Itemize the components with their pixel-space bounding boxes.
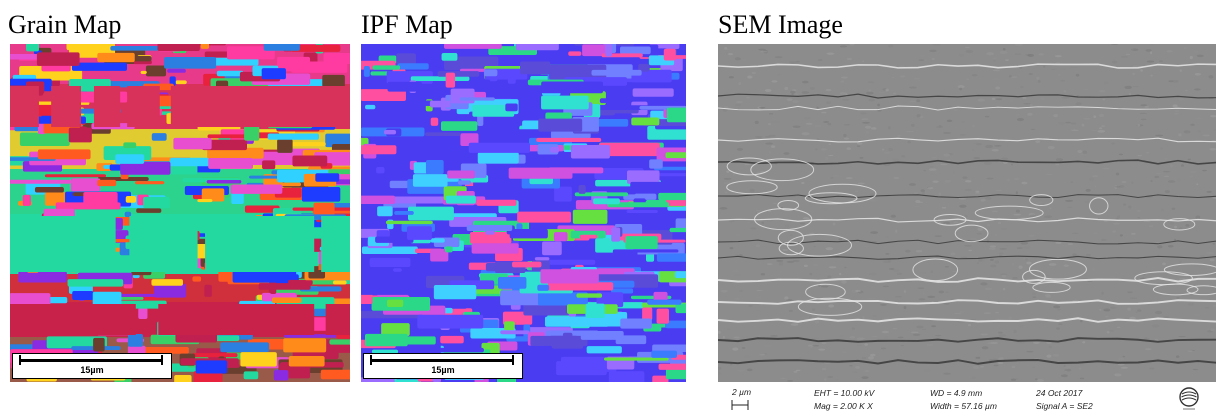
sem-signal: Signal A = SE2: [1036, 401, 1093, 411]
ipf-scalebar: 15µm: [363, 353, 523, 379]
sem-info-bar: 2 µm EHT = 10.00 kV Mag = 2.00 K X WD = …: [718, 383, 1216, 416]
ipf-map-title: IPF Map: [361, 10, 453, 39]
ipf-map-graphic: [361, 44, 686, 382]
grain-map-title: Grain Map: [8, 10, 122, 39]
sem-scalebar-icon: [731, 400, 749, 410]
institution-logo-icon: [1179, 387, 1199, 410]
sem-wd: WD = 4.9 mm: [930, 388, 983, 398]
grain-scalebar: 15µm: [12, 353, 172, 379]
sem-eht: EHT = 10.00 kV: [814, 388, 875, 398]
sem-image: [718, 44, 1216, 382]
sem-width: Width = 57.16 µm: [930, 401, 997, 411]
sem-image-title: SEM Image: [718, 10, 843, 39]
grain-map-graphic: [10, 44, 350, 382]
ipf-map-image: 15µm: [361, 44, 686, 382]
sem-scale-label: 2 µm: [732, 387, 752, 397]
sem-micrograph-graphic: [718, 44, 1216, 382]
grain-scalebar-label: 15µm: [80, 365, 104, 375]
sem-mag: Mag = 2.00 K X: [814, 401, 873, 411]
grain-map-image: 15µm: [10, 44, 350, 382]
sem-date: 24 Oct 2017: [1036, 388, 1083, 398]
ipf-scalebar-label: 15µm: [431, 365, 455, 375]
